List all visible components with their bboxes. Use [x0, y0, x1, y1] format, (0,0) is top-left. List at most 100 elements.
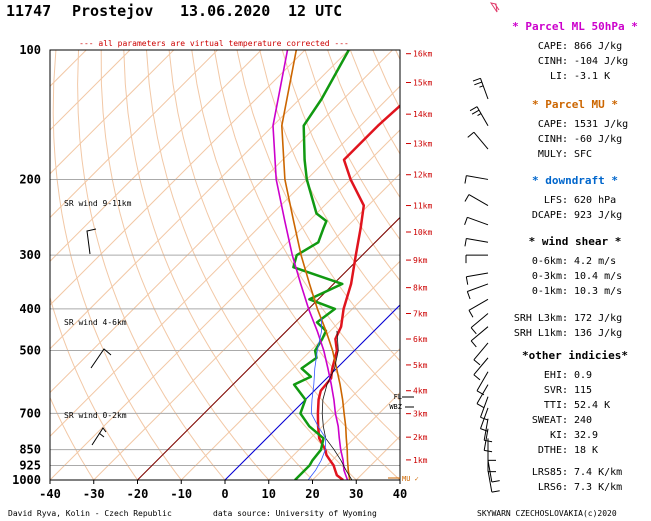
barb-feather [473, 359, 481, 366]
barb-feather [466, 291, 471, 300]
level-fl: FL [394, 393, 402, 401]
storm-relative-winds: SR wind 9-11km SR wind 4-6km SR wind 0-2km [64, 199, 132, 446]
pressure-label: 100 [19, 43, 41, 57]
wind-barb [464, 216, 489, 226]
sr-barb-4-6km [90, 348, 112, 369]
plot-clip-group [50, 50, 400, 480]
panel-row-label: CAPE: [538, 119, 568, 130]
level-mu: MU ✓ [402, 475, 419, 483]
panel-row-value: -3.1 K [574, 71, 610, 82]
barb-half-feather [479, 85, 484, 88]
panel-row-label: EHI: [544, 370, 568, 381]
dry-adiabat-line [304, 50, 400, 241]
barb-staff [466, 272, 489, 278]
wind-barb [473, 342, 489, 366]
panel-row-value: 240 [574, 415, 592, 426]
panel-title-downdraft: * downdraft * [532, 174, 618, 187]
wind-barb [476, 384, 489, 409]
barb-staff [487, 460, 493, 483]
barb-feather [464, 175, 467, 184]
barb-staff [480, 407, 489, 429]
panel-row-value: 923 J/kg [574, 210, 622, 221]
x-tick-label: 40 [393, 487, 407, 501]
series-temperature [316, 104, 400, 480]
zero-isotherm [224, 304, 400, 480]
wind-barb [469, 106, 489, 126]
isotherm-line [50, 85, 400, 437]
height-label: 9km [413, 256, 428, 265]
sr-label: SR wind 0-2km [64, 411, 127, 420]
x-tick-label: -20 [127, 487, 149, 501]
barb-feather [470, 340, 477, 348]
barb-staff [473, 131, 489, 150]
barb-staff [476, 371, 489, 392]
barb-feather [464, 238, 467, 247]
wind-barb [470, 313, 489, 335]
height-label: 13km [413, 140, 432, 149]
panel-row-value: 18 K [574, 445, 598, 456]
reference-isotherm [137, 216, 400, 480]
height-label: 6km [413, 335, 428, 344]
x-tick-label: 20 [305, 487, 319, 501]
panel-row-label: CAPE: [538, 41, 568, 52]
panel-row-value: 0.9 [574, 370, 592, 381]
isotherm-line [50, 50, 218, 219]
height-label: 3km [413, 410, 428, 419]
wind-barb [480, 407, 489, 432]
barb-staff [483, 418, 489, 441]
footer-source: data source: University of Wyoming [213, 509, 377, 518]
height-label: 12km [413, 171, 432, 180]
panel-row-value: 10.3 m/s [574, 286, 622, 297]
barb-feather [474, 81, 483, 86]
panel-row-value: 10.4 m/s [574, 271, 622, 282]
pressure-label: 300 [19, 248, 41, 262]
panel-row-value: 1531 J/kg [574, 119, 628, 130]
isotherm-line [50, 50, 262, 262]
pressure-label: 850 [19, 443, 41, 457]
wind-barb [472, 77, 489, 100]
panel-row-value: 115 [574, 385, 592, 396]
barb-staff [466, 237, 489, 243]
barb-half-feather [477, 113, 482, 117]
isotherm-line [312, 391, 400, 480]
barb-staff [467, 216, 489, 226]
sr-label: SR wind 9-11km [64, 199, 132, 208]
panel-row-label: CINH: [538, 134, 568, 145]
height-label: 10km [413, 228, 432, 237]
panel-row-label: CINH: [538, 56, 568, 67]
height-label: 4km [413, 387, 428, 396]
indices-panel: * Parcel ML 50hPa * CAPE: 866 J/kg CINH: -10… [512, 20, 638, 493]
x-tick-label: 0 [221, 487, 228, 501]
barb-feather [480, 428, 489, 432]
barb-staff [468, 194, 489, 206]
panel-row-label: DCAPE: [532, 210, 568, 221]
barb-staff [467, 283, 489, 292]
barb-staff [473, 342, 489, 361]
panel-title-parcel_mu: * Parcel MU * [532, 98, 618, 111]
station-id: 11747 [6, 2, 51, 20]
panel-title-parcel_ml: * Parcel ML 50hPa * [512, 20, 638, 33]
barb-feather [470, 327, 477, 335]
dry-adiabat-line [259, 50, 400, 322]
barb-feather [471, 109, 480, 115]
wind-barb [468, 298, 489, 318]
panel-title-wind_shear: * wind shear * [529, 235, 622, 248]
panel-row-value: 7.3 K/km [574, 482, 622, 493]
isotherm-line [50, 50, 175, 175]
wind-barb [465, 254, 488, 264]
isotherm-line [50, 50, 306, 306]
barb-feather [464, 194, 470, 202]
panel-row-value: -104 J/kg [574, 56, 628, 67]
series-parcel_mu [281, 50, 351, 480]
sounding-date: 13.06.2020 [180, 2, 270, 20]
sounding-time: 12 UTC [288, 2, 342, 20]
dry-adiabat-line [213, 50, 400, 402]
barb-feather [491, 480, 500, 483]
barb-feather [469, 106, 478, 112]
pressure-label: 925 [19, 458, 41, 472]
barb-staff [480, 396, 489, 418]
panel-row-label: SVR: [544, 385, 568, 396]
wind-barb [467, 131, 489, 150]
sr-label: SR wind 4-6km [64, 318, 127, 327]
panel-row-value: 32.9 [574, 430, 598, 441]
